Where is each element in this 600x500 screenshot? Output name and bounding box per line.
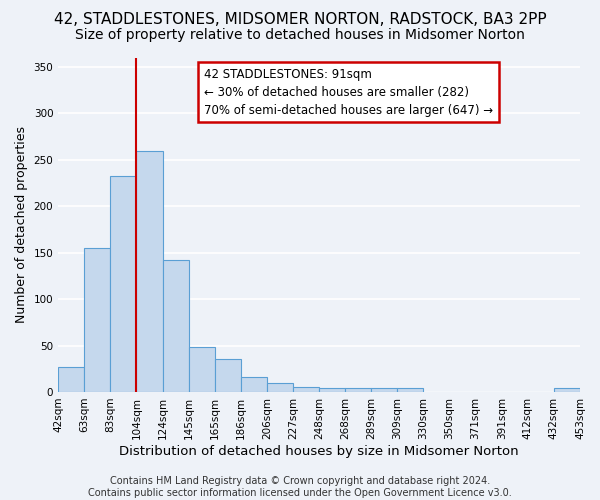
Bar bbox=[371, 388, 397, 392]
Text: Contains HM Land Registry data © Crown copyright and database right 2024.
Contai: Contains HM Land Registry data © Crown c… bbox=[88, 476, 512, 498]
Bar bbox=[554, 388, 580, 392]
Bar bbox=[345, 388, 371, 392]
Bar bbox=[293, 388, 319, 392]
Bar bbox=[163, 260, 188, 392]
Bar bbox=[215, 360, 241, 392]
Bar bbox=[84, 248, 110, 392]
Bar bbox=[188, 348, 215, 392]
Y-axis label: Number of detached properties: Number of detached properties bbox=[15, 126, 28, 323]
X-axis label: Distribution of detached houses by size in Midsomer Norton: Distribution of detached houses by size … bbox=[119, 444, 519, 458]
Text: 42, STADDLESTONES, MIDSOMER NORTON, RADSTOCK, BA3 2PP: 42, STADDLESTONES, MIDSOMER NORTON, RADS… bbox=[53, 12, 547, 28]
Bar bbox=[136, 152, 163, 392]
Bar bbox=[241, 377, 267, 392]
Bar bbox=[397, 388, 424, 392]
Bar bbox=[267, 382, 293, 392]
Text: Size of property relative to detached houses in Midsomer Norton: Size of property relative to detached ho… bbox=[75, 28, 525, 42]
Text: 42 STADDLESTONES: 91sqm
← 30% of detached houses are smaller (282)
70% of semi-d: 42 STADDLESTONES: 91sqm ← 30% of detache… bbox=[204, 68, 493, 116]
Bar bbox=[110, 176, 136, 392]
Bar bbox=[319, 388, 345, 392]
Bar bbox=[58, 367, 84, 392]
